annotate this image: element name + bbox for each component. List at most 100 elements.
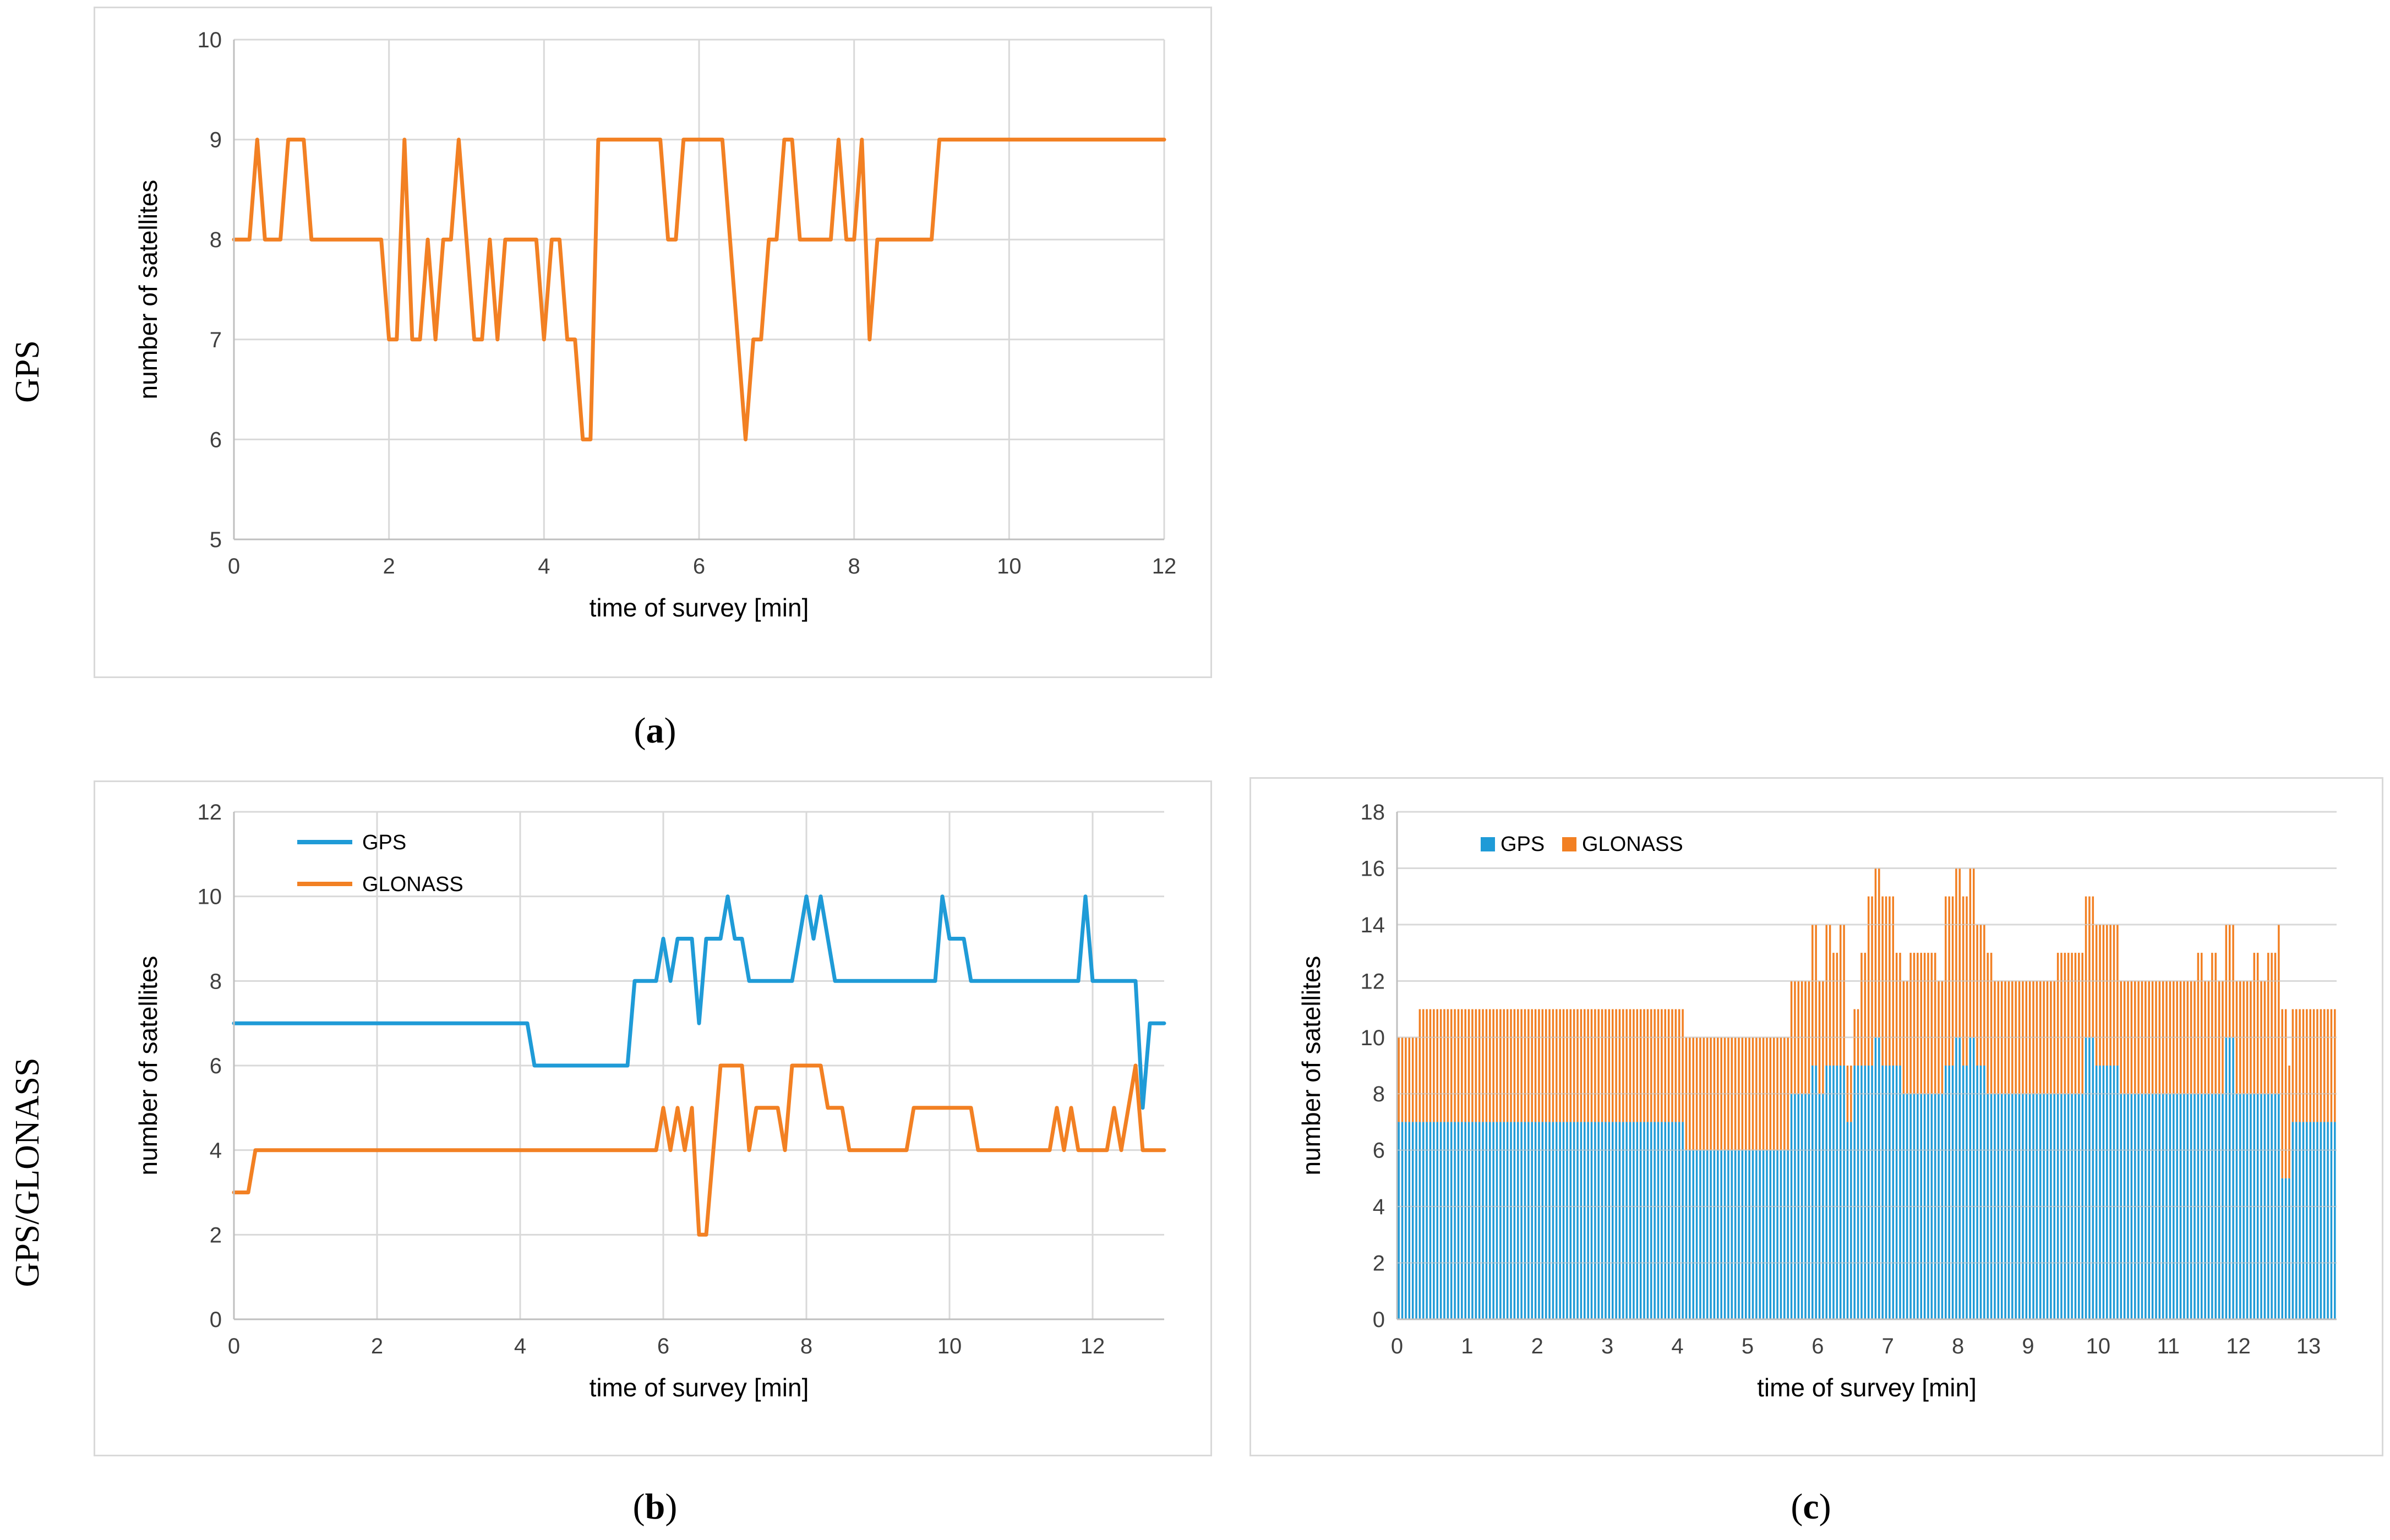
y-tick-label: 4 xyxy=(1373,1195,1385,1219)
series-line-gps xyxy=(232,138,1166,441)
bar-gps xyxy=(1450,1122,1453,1319)
x-axis-title: time of survey [min] xyxy=(590,593,809,622)
bar-glonass xyxy=(1976,924,1978,1066)
x-tick-label: 2 xyxy=(371,1334,383,1358)
bar-gps xyxy=(1492,1122,1494,1319)
bar-gps xyxy=(2291,1122,2294,1319)
bar-gps xyxy=(1710,1150,1712,1319)
bar-glonass xyxy=(2327,1009,2329,1122)
bar-glonass xyxy=(1611,1009,1614,1122)
bar-glonass xyxy=(1461,1009,1463,1122)
bar-gps xyxy=(1496,1122,1498,1319)
x-tick-label: 0 xyxy=(1391,1334,1403,1358)
bar-gps xyxy=(2106,1066,2108,1319)
y-tick-label: 6 xyxy=(1373,1139,1385,1163)
bar-glonass xyxy=(1545,1009,1547,1122)
bar-gps xyxy=(1426,1122,1428,1319)
bar-glonass xyxy=(1405,1037,1407,1122)
bar-gps xyxy=(2327,1122,2329,1319)
legend-swatch-glonass xyxy=(1562,837,1576,851)
bar-gps xyxy=(1597,1122,1600,1319)
bar-glonass xyxy=(2116,924,2119,1066)
bar-glonass xyxy=(2309,1009,2311,1122)
bar-glonass xyxy=(1541,1009,1544,1122)
bar-gps xyxy=(2302,1122,2305,1319)
y-tick-label: 12 xyxy=(1361,969,1385,993)
x-axis-title: time of survey [min] xyxy=(590,1373,809,1402)
bar-gps xyxy=(2092,1037,2094,1319)
bar-gps xyxy=(2316,1122,2318,1319)
bar-gps xyxy=(1748,1150,1750,1319)
bar-glonass xyxy=(2291,1009,2294,1122)
x-tick-label: 8 xyxy=(848,554,860,578)
bar-gps xyxy=(1664,1122,1667,1319)
bar-glonass xyxy=(2320,1009,2322,1122)
bar-glonass xyxy=(2197,953,2200,1094)
bar-gps xyxy=(1520,1122,1523,1319)
bar-gps xyxy=(2330,1122,2333,1319)
bar-glonass xyxy=(1646,1009,1649,1122)
bar-gps xyxy=(1499,1122,1502,1319)
bar-glonass xyxy=(1874,868,1877,1037)
x-tick-label: 8 xyxy=(800,1334,812,1358)
bar-glonass xyxy=(1639,1009,1642,1122)
bar-gps xyxy=(1580,1122,1583,1319)
bar-gps xyxy=(1815,1066,1817,1319)
bar-gps xyxy=(1454,1122,1456,1319)
bar-glonass xyxy=(1608,1009,1611,1122)
bar-gps xyxy=(1766,1150,1768,1319)
bar-glonass xyxy=(1829,924,1831,1066)
bar-gps xyxy=(1545,1122,1547,1319)
x-tick-label: 2 xyxy=(383,554,395,578)
bar-gps xyxy=(1860,1066,1863,1319)
bar-gps xyxy=(1489,1122,1491,1319)
bar-gps xyxy=(1541,1122,1544,1319)
bar-glonass xyxy=(1633,1009,1635,1122)
bar-gps xyxy=(1398,1122,1400,1319)
bar-gps xyxy=(1731,1150,1733,1319)
bar-glonass xyxy=(1615,1009,1617,1122)
bar-gps xyxy=(1566,1122,1568,1319)
bar-gps xyxy=(1783,1150,1786,1319)
bar-gps xyxy=(1769,1150,1772,1319)
bar-gps xyxy=(1751,1150,1754,1319)
bar-gps xyxy=(1699,1150,1701,1319)
bar-glonass xyxy=(1990,953,1993,1094)
chart-a: 5 6 7 8 9 10 0 2 4 6 8 10 12 time of survey [min] numb… xyxy=(134,28,1176,622)
bar-gps xyxy=(1772,1150,1775,1319)
bar-gps xyxy=(2109,1066,2111,1319)
bar-gps xyxy=(1556,1122,1558,1319)
bar-glonass xyxy=(1909,953,1912,1094)
bar-glonass xyxy=(1811,924,1814,1066)
bar-glonass xyxy=(1864,953,1867,1066)
y-tick-label: 10 xyxy=(1361,1026,1385,1050)
x-tick-label: 4 xyxy=(1671,1334,1683,1358)
bar-gps xyxy=(1895,1066,1898,1319)
bar-glonass xyxy=(2267,953,2269,1094)
bar-glonass xyxy=(1524,1009,1526,1122)
bar-gps xyxy=(1584,1122,1586,1319)
bar-gps xyxy=(2225,1037,2228,1319)
bar-gps xyxy=(1829,1066,1831,1319)
bar-glonass xyxy=(1510,1009,1512,1122)
bar-gps xyxy=(1411,1122,1414,1319)
legend-label-glonass: GLONASS xyxy=(1582,833,1683,856)
bar-gps xyxy=(1780,1150,1782,1319)
bar-gps xyxy=(1759,1150,1761,1319)
y-tick-label: 8 xyxy=(1373,1082,1385,1106)
bar-gps xyxy=(1692,1150,1694,1319)
bar-gps xyxy=(1958,1037,1961,1319)
bar-gps xyxy=(1643,1122,1645,1319)
bar-glonass xyxy=(1467,1009,1470,1122)
bar-gps xyxy=(2099,1066,2101,1319)
bar-gps xyxy=(1685,1150,1688,1319)
bar-glonass xyxy=(2067,953,2070,1094)
y-tick-label: 12 xyxy=(198,800,222,824)
bar-glonass xyxy=(2081,953,2083,1094)
bar-gps xyxy=(1776,1150,1778,1319)
bar-gps xyxy=(1552,1122,1554,1319)
bar-glonass xyxy=(1436,1009,1438,1122)
bar-gps xyxy=(1576,1122,1579,1319)
bar-glonass xyxy=(1443,1009,1445,1122)
